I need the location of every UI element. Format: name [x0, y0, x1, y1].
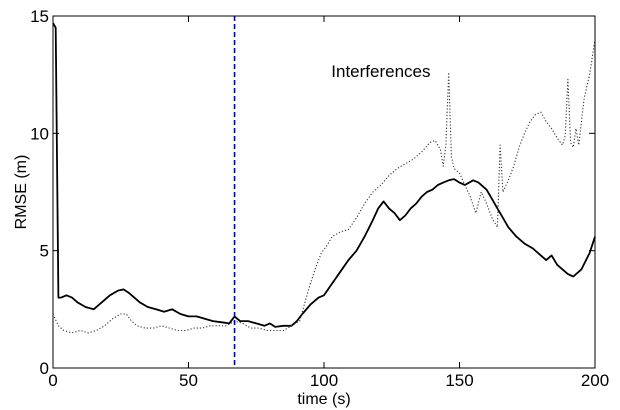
x-tick-label: 100 — [310, 371, 338, 390]
x-tick-label: 50 — [179, 371, 198, 390]
y-tick-label: 15 — [30, 7, 49, 26]
y-axis-label: RMSE (m) — [13, 155, 30, 230]
x-tick-label: 0 — [48, 371, 57, 390]
y-tick-label: 10 — [30, 124, 49, 143]
x-axis-label: time (s) — [297, 391, 350, 408]
plot-frame — [52, 15, 596, 369]
interferences-annotation: Interferences — [331, 62, 430, 81]
x-tick-label: 200 — [581, 371, 609, 390]
y-tick-label: 5 — [40, 242, 49, 261]
x-tick-label: 150 — [445, 371, 473, 390]
plot-content — [52, 16, 596, 368]
series-line-dotted — [52, 39, 596, 334]
axis-ticks: 0 50 100 150 200 0 5 10 15 — [30, 7, 609, 390]
y-tick-label: 0 — [40, 359, 49, 378]
series-line-solid — [52, 22, 596, 328]
